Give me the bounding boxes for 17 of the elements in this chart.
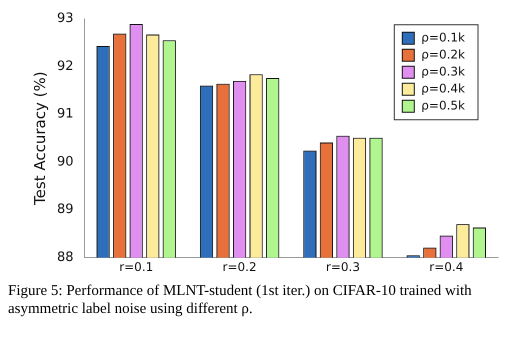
y-tick-label: 91	[56, 106, 74, 122]
x-tick-label: r=0.2	[222, 260, 257, 274]
legend-label: ρ=0.2k	[421, 47, 466, 62]
y-tick-label: 93	[56, 11, 74, 26]
x-tick-label: r=0.1	[119, 260, 154, 274]
legend-label: ρ=0.3k	[421, 64, 466, 78]
legend-label: ρ=0.4k	[421, 81, 466, 96]
legend-label: ρ=0.1k	[421, 30, 466, 44]
x-tick-label: r=0.4	[429, 260, 464, 274]
caption: Figure 5: Performance of MLNT-student (1st iter.) on CIFAR-10 trained with asymmetric label noise using different ρ.	[8, 282, 473, 318]
y-tick-label: 88	[56, 250, 74, 265]
x-tick-label: r=0.3	[326, 260, 360, 274]
y-tick-label: 92	[56, 58, 74, 74]
y-tick-label: 90	[56, 154, 74, 170]
y-axis-title: Test Accuracy (%)	[30, 71, 49, 206]
legend-label: ρ=0.5k	[421, 98, 466, 112]
y-tick-label: 89	[56, 202, 74, 218]
